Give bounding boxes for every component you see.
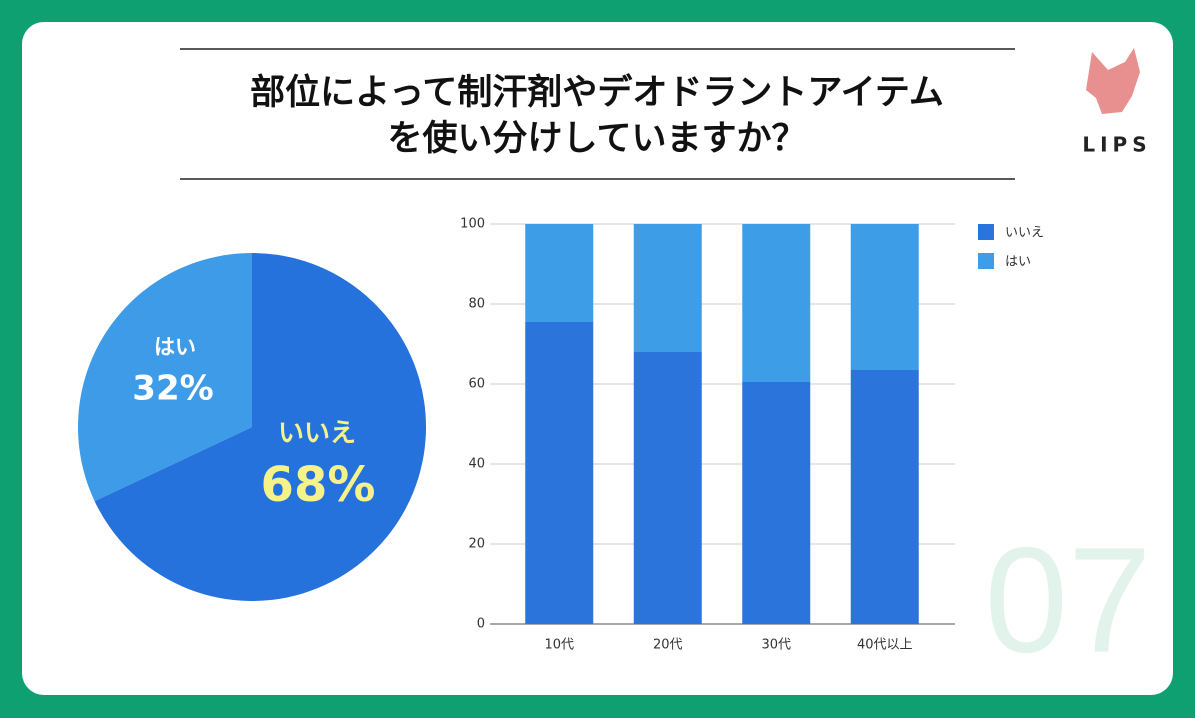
slice-value-label: 68%: [261, 457, 376, 513]
y-tick-label: 100: [460, 217, 485, 232]
page-number: 07: [985, 516, 1152, 684]
slice-category: はい: [154, 335, 196, 359]
legend-label: いいえ: [1005, 226, 1044, 241]
legend-swatch: [978, 224, 994, 240]
pie-slice: [94, 253, 426, 601]
y-tick-label: 80: [468, 297, 485, 312]
x-tick-label: 10代: [544, 638, 574, 653]
title: 部位によって制汗剤やデオドラントアイテム: [250, 72, 944, 113]
title: を使い分けしていますか？: [388, 119, 807, 159]
bar: [742, 224, 811, 382]
y-tick-label: 20: [468, 537, 485, 552]
pie-slice: [77, 253, 252, 502]
y-tick-label: 0: [477, 617, 485, 632]
x-tick-label: 20代: [653, 638, 683, 653]
x-tick-label: 40代以上: [857, 638, 913, 653]
bar: [633, 224, 702, 352]
legend-swatch: [978, 253, 994, 269]
x-tick-label: 30代: [761, 638, 791, 653]
bar: [525, 322, 594, 624]
y-tick-label: 60: [468, 377, 485, 392]
legend-label: はい: [1005, 255, 1031, 270]
logo-icon: [1086, 48, 1140, 114]
bar: [633, 352, 702, 624]
bar: [525, 224, 594, 322]
bar: [850, 224, 919, 370]
bar: [742, 382, 811, 624]
logo: LIPS: [1082, 133, 1151, 157]
bar: [850, 370, 919, 624]
slice-value-label: 32%: [132, 369, 213, 409]
slice-category: いいえ: [278, 419, 356, 449]
y-tick-label: 40: [468, 457, 485, 472]
